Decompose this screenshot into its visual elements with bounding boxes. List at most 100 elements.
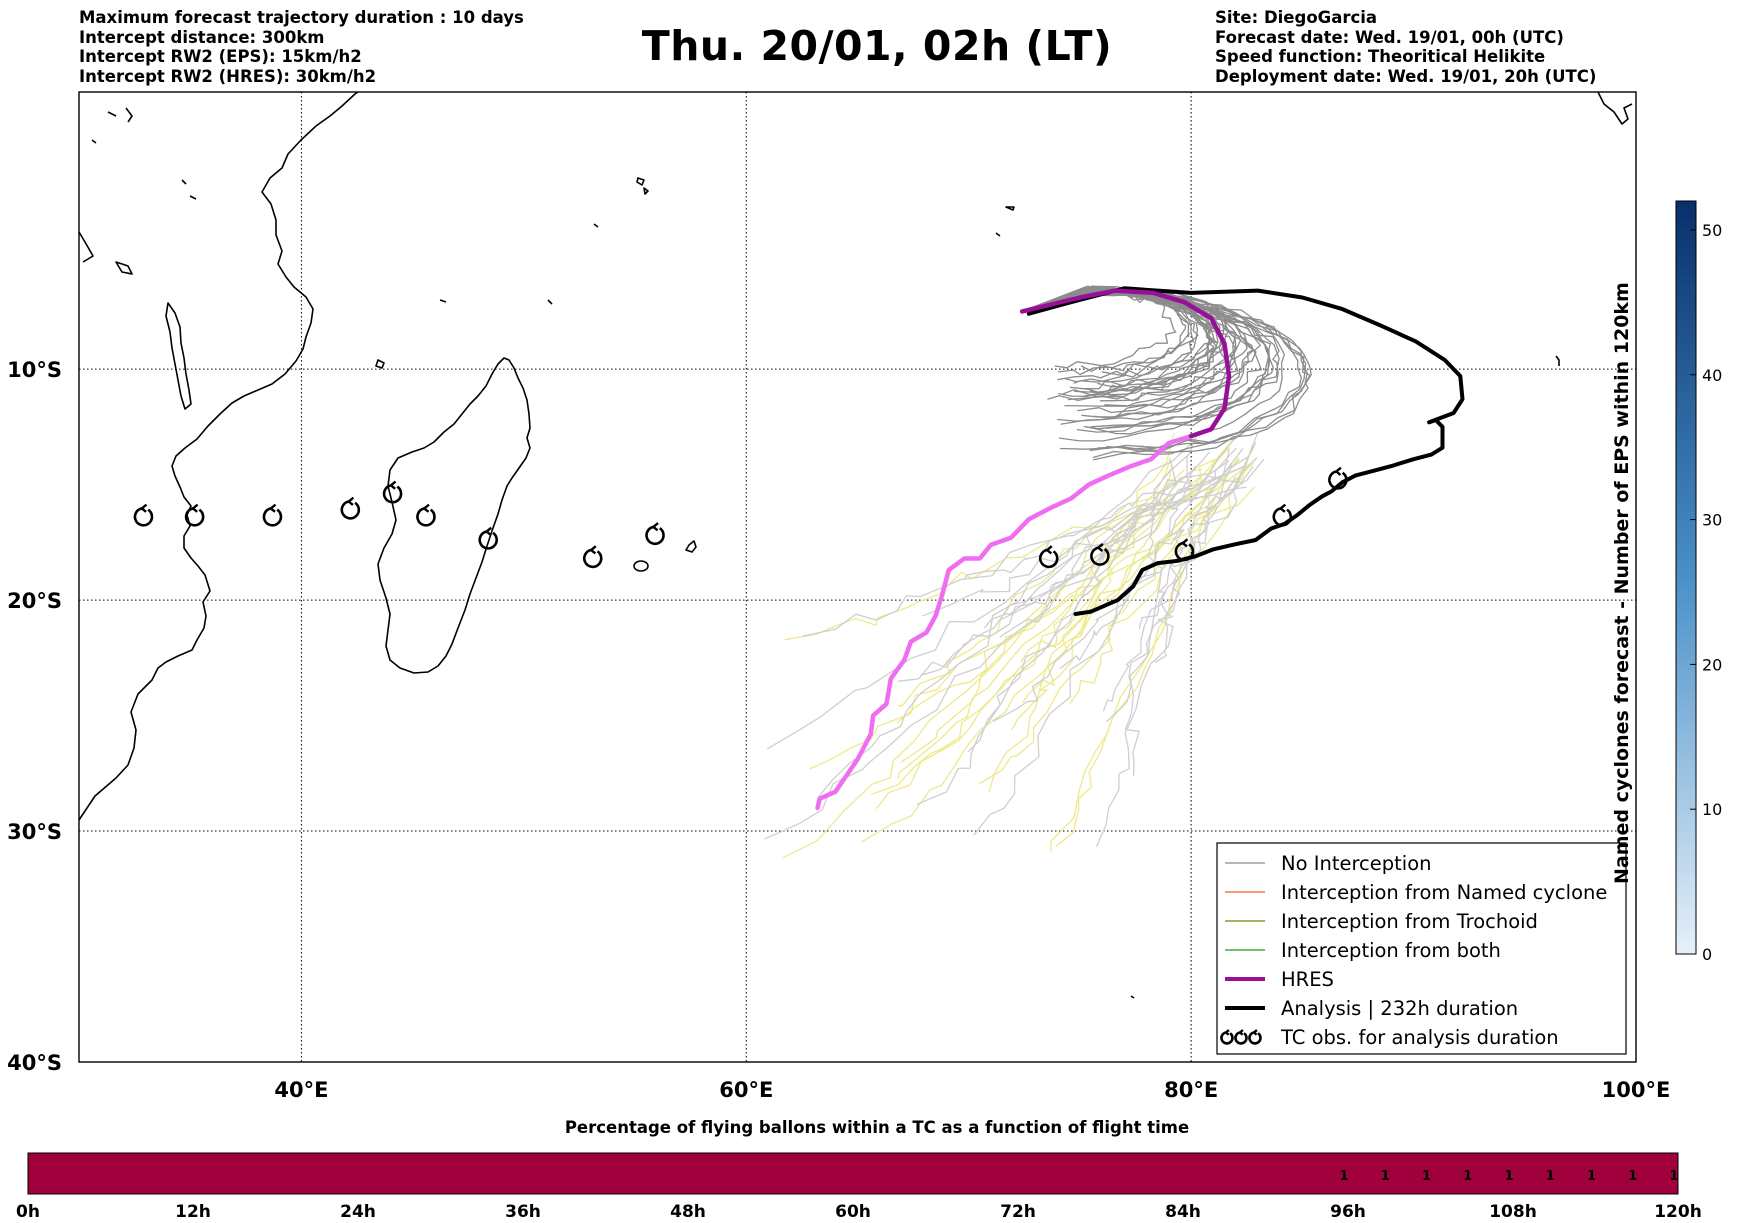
tc-symbol xyxy=(1090,542,1110,566)
trajectories xyxy=(764,285,1465,859)
timebar-cell-value: 1 xyxy=(1628,1169,1637,1184)
legend-label: Analysis | 232h duration xyxy=(1281,997,1518,1020)
ensemble-track-light xyxy=(1102,457,1258,712)
ensemble-track-light xyxy=(817,443,1191,798)
timebar-tick-label: 72h xyxy=(1000,1202,1036,1222)
ensemble-track-yellow xyxy=(900,457,1171,763)
madagascar-coastline xyxy=(377,357,531,674)
colorbar-tick-label: 10 xyxy=(1702,800,1722,819)
ensemble-track-light xyxy=(967,430,1199,752)
tc-symbol xyxy=(416,503,436,527)
timebar-cell-value: 1 xyxy=(1381,1169,1390,1184)
legend-label: Interception from both xyxy=(1281,939,1501,962)
colorbar: 0 10 20 30 40 50 xyxy=(1675,200,1722,964)
ensemble-track-light xyxy=(766,460,1230,750)
ensemble-track-light xyxy=(992,476,1237,722)
colorbar-tick-label: 30 xyxy=(1702,511,1722,530)
tc-symbol xyxy=(478,526,498,550)
tc-symbol xyxy=(262,503,283,527)
ensemble-track-light xyxy=(1059,486,1247,669)
tc-symbol xyxy=(1328,466,1348,490)
tc-symbol xyxy=(1248,1029,1262,1045)
tc-symbol xyxy=(133,503,154,527)
island-chagos xyxy=(995,206,1015,237)
ensemble-track-yellow xyxy=(876,462,1254,810)
tc-symbol xyxy=(1038,545,1059,569)
ensemble-track-light xyxy=(802,466,1254,637)
no-interception-track xyxy=(1021,290,1274,428)
tc-symbol xyxy=(1174,538,1195,562)
map-title: Thu. 20/01, 02h (LT) xyxy=(641,22,1113,70)
ensemble-track-yellow xyxy=(809,486,1255,770)
timebar-cell-value: 1 xyxy=(1669,1169,1678,1184)
header-right-line: Forecast date: Wed. 19/01, 00h (UTC) xyxy=(1215,27,1564,47)
timebar-title: Percentage of flying ballons within a TC… xyxy=(564,1118,1190,1137)
legend-label: HRES xyxy=(1281,968,1334,991)
lat-tick-label: 30°S xyxy=(7,820,62,844)
colorbar-tick-label: 40 xyxy=(1702,366,1722,385)
lon-tick-label: 80°E xyxy=(1164,1078,1218,1102)
tc-symbol xyxy=(382,480,403,504)
ensemble-track-light xyxy=(1124,458,1177,777)
lon-tick-label: 100°E xyxy=(1602,1078,1671,1102)
lon-tick-label: 40°E xyxy=(274,1078,328,1102)
ensemble-track-yellow xyxy=(897,447,1230,780)
tc-symbol xyxy=(582,545,603,569)
ensemble-track-yellow xyxy=(1050,444,1253,852)
lake-malawi-outline xyxy=(165,302,192,410)
island-small-east xyxy=(1555,355,1560,366)
lat-tick-label: 20°S xyxy=(7,589,62,613)
no-interception-track xyxy=(1021,285,1311,459)
ensemble-track-light xyxy=(1106,432,1259,723)
legend-label: Interception from Trochoid xyxy=(1281,910,1538,933)
timebar-cell-value: 1 xyxy=(1463,1169,1472,1184)
island-amsterdam xyxy=(1130,995,1135,999)
header-left: Maximum forecast trajectory duration : 1… xyxy=(79,8,524,86)
no-interception-track xyxy=(1021,288,1195,381)
header-left-line: Intercept RW2 (HRES): 30km/h2 xyxy=(79,66,377,86)
header-right-line: Site: DiegoGarcia xyxy=(1215,8,1378,27)
no-interception-track xyxy=(1021,290,1302,452)
ensemble-track-yellow xyxy=(1055,458,1240,847)
island-mauritius xyxy=(685,540,697,553)
lat-tick-label: 10°S xyxy=(7,358,62,382)
header-left-line: Maximum forecast trajectory duration : 1… xyxy=(79,8,524,27)
legend-box xyxy=(1216,842,1627,1055)
header-left-line: Intercept RW2 (EPS): 15km/h2 xyxy=(79,47,362,66)
timebar-cell-value: 1 xyxy=(1546,1169,1555,1184)
legend-label: Interception from Named cyclone xyxy=(1281,881,1607,904)
ensemble-track-light xyxy=(973,433,1240,836)
lat-tick-label: 40°S xyxy=(7,1051,62,1075)
legend-label: TC obs. for analysis duration xyxy=(1280,1026,1559,1049)
island-west-shore xyxy=(79,231,94,263)
tc-symbol xyxy=(1234,1029,1248,1045)
timebar-tick-label: 120h xyxy=(1654,1202,1702,1222)
ensemble-track-light xyxy=(764,448,1244,840)
map-axes: 40°E 60°E 80°E 100°E 10°S 20°S 30°S 40°S xyxy=(7,358,1670,1102)
header-left-line: Intercept distance: 300km xyxy=(79,27,325,47)
legend-label: No Interception xyxy=(1281,852,1432,875)
timebar-cell-value: 1 xyxy=(1504,1169,1513,1184)
no-interception-track xyxy=(1021,294,1271,430)
island-north-dots xyxy=(91,107,599,305)
timebar: 0h 12h 24h 36h 48h 60h 72h 84h 96h 108h 120h 1 1 1 1 1 1… xyxy=(16,1152,1702,1222)
timebar-tick-label: 108h xyxy=(1489,1202,1537,1222)
timebar-tick-label: 96h xyxy=(1330,1202,1366,1222)
tc-symbol xyxy=(184,503,205,527)
timebar-tick-label: 0h xyxy=(16,1202,40,1222)
ensemble-track-light xyxy=(920,442,1257,676)
tc-symbol xyxy=(340,496,361,520)
timebar-tick-label: 24h xyxy=(340,1202,376,1222)
timebar-cell-value: 1 xyxy=(1587,1169,1596,1184)
tc-symbol xyxy=(1220,1029,1234,1045)
colorbar-label: Named cyclones forecast - Number of EPS … xyxy=(1611,282,1633,884)
timebar-fill xyxy=(27,1152,1679,1195)
colorbar-tick-label: 0 xyxy=(1702,945,1712,964)
timebar-cell-value: 1 xyxy=(1339,1169,1348,1184)
colorbar-tick-label: 20 xyxy=(1702,655,1722,674)
ensemble-track-yellow xyxy=(897,469,1185,707)
hres-track-past xyxy=(815,433,1194,811)
graticule xyxy=(79,92,1636,1062)
timebar-tick-label: 84h xyxy=(1165,1202,1201,1222)
legend: No Interception Interception from Named c… xyxy=(1216,842,1627,1055)
